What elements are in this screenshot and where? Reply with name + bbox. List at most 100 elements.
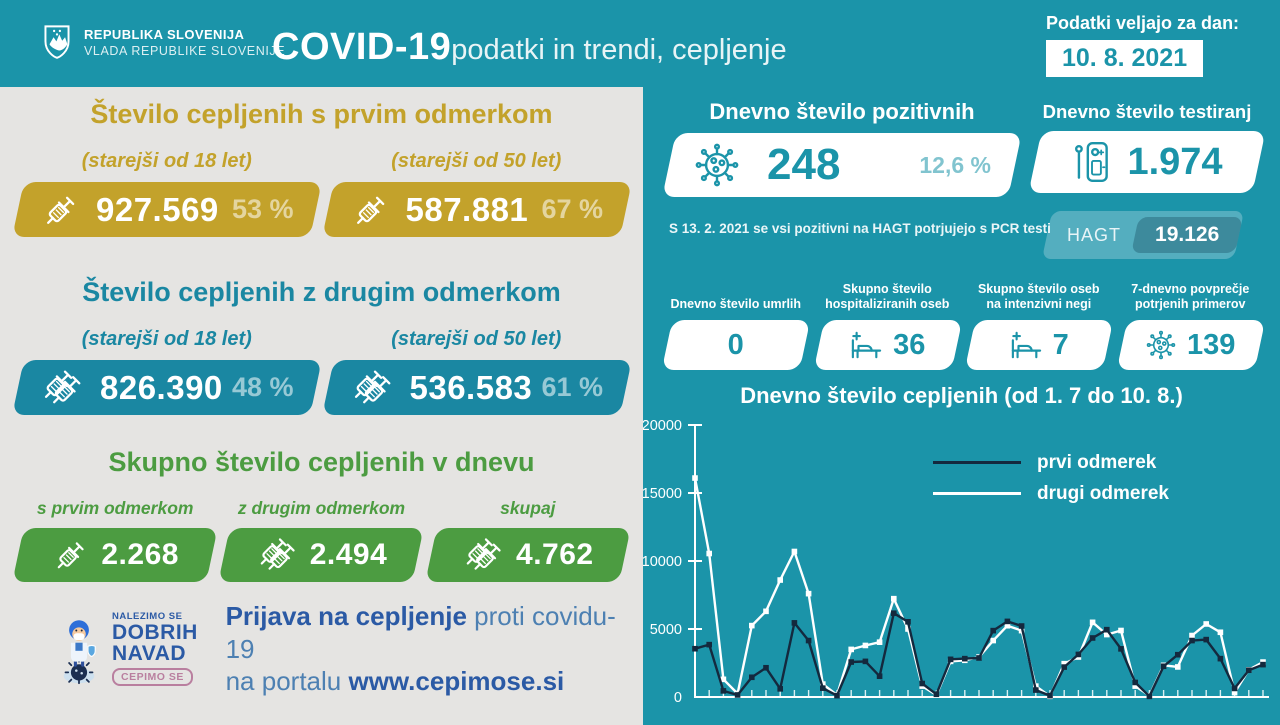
hagt-value-box: 19.126 xyxy=(1135,217,1239,253)
badge-line3: NAVAD xyxy=(112,642,187,666)
second-dose-50plus: (starejši od 50 let) 536.583 61 % xyxy=(328,328,626,415)
value: 536.583 xyxy=(409,368,533,406)
legend-label: prvi odmerek xyxy=(1037,451,1157,473)
group-label: (starejši od 18 let) xyxy=(81,328,252,350)
cta-rest: proti covidu-19 xyxy=(225,601,616,664)
cta-prefix: na portalu xyxy=(225,666,349,696)
svg-text:15000: 15000 xyxy=(643,486,682,502)
group-label: (starejši od 18 let) xyxy=(81,150,252,172)
stat-label: Dnevno število umrlih xyxy=(670,297,802,312)
stat-box-first-dose-50: 587.881 67 % xyxy=(328,182,626,237)
coat-of-arms-icon xyxy=(42,24,72,61)
tests-box: 1.974 xyxy=(1035,131,1259,193)
value: 587.881 xyxy=(405,190,529,228)
first-dose-row: (starejši od 18 let) 927.569 53 % (stare… xyxy=(0,150,643,237)
stat-value: 0 xyxy=(727,328,744,361)
stat-box: 7 xyxy=(970,320,1108,370)
mascot-illustration xyxy=(52,613,106,685)
daily-vaccinations-chart: 0 5000 10000 15000 20000 xyxy=(643,418,1269,706)
positives-box: 248 12,6 % xyxy=(669,133,1015,197)
legend-first-dose: prvi odmerek xyxy=(933,447,1169,478)
vaccination-cta: Prijava na cepljenje proti covidu-19 na … xyxy=(226,600,643,698)
daily-second-dose: z drugim odmerkom 2.494 xyxy=(224,498,418,582)
double-syringe-icon xyxy=(255,533,300,577)
tests-value: 1.974 xyxy=(1127,140,1223,183)
legend-label: drugi odmerek xyxy=(1037,482,1169,504)
gov-name: REPUBLIKA SLOVENIJA xyxy=(84,27,245,42)
svg-text:5000: 5000 xyxy=(650,622,682,638)
pcr-note: S 13. 2. 2021 se vsi pozitivni na HAGT p… xyxy=(669,221,1051,236)
svg-text:0: 0 xyxy=(674,690,682,706)
hospital-bed-icon xyxy=(849,330,883,360)
double-syringe-icon xyxy=(462,533,506,577)
stat-value: 7 xyxy=(1052,328,1069,361)
stat-box: 36 xyxy=(819,320,957,370)
daily-data-panel: Dnevno število pozitivnih 248 12,6 % Dne… xyxy=(643,87,1280,725)
date-value: 10. 8. 2021 xyxy=(1046,40,1204,77)
badge-line1: NALEZIMO SE xyxy=(112,611,183,623)
chart-title: Dnevno število cepljenih (od 1. 7 do 10.… xyxy=(740,383,1183,408)
daily-tests: Dnevno število testiranj 1.974 xyxy=(1035,101,1259,193)
first-dose-50plus: (starejši od 50 let) 587.881 67 % xyxy=(328,150,626,237)
svg-text:10000: 10000 xyxy=(643,554,682,570)
stat-box-daily-total: 4.762 xyxy=(431,528,625,582)
value: 2.268 xyxy=(101,538,179,571)
hagt-stat: HAGT 19.126 xyxy=(1047,211,1239,259)
badge-line2: DOBRIH xyxy=(112,621,198,645)
stat-box-daily-first: 2.268 xyxy=(18,528,212,582)
vaccination-panel: Število cepljenih s prvim odmerkom (star… xyxy=(0,87,643,725)
group-label: (starejši od 50 let) xyxy=(391,328,562,350)
group-label: (starejši od 50 let) xyxy=(391,150,562,172)
virus-icon xyxy=(693,141,741,189)
second-dose-title: Število cepljenih z drugim odmerkom xyxy=(82,277,561,307)
double-syringe-icon xyxy=(40,365,86,411)
cta-url-link[interactable]: www.cepimose.si xyxy=(348,666,565,696)
stat-hospitalized: Skupno število hospitaliziranih oseb 36 xyxy=(819,277,957,370)
legend-second-dose: drugi odmerek xyxy=(933,478,1169,509)
second-dose-18plus: (starejši od 18 let) 826.390 48 % xyxy=(18,328,316,415)
legend-line-dark xyxy=(933,461,1021,464)
stat-value: 36 xyxy=(893,328,926,361)
stat-label: 7-dnevno povprečje potrjenih primerov xyxy=(1131,281,1250,312)
percentage: 53 % xyxy=(231,194,294,224)
value: 826.390 xyxy=(100,368,223,406)
campaign-badge: NALEZIMO SE DOBRIH NAVAD CEPIMO SE xyxy=(112,611,210,687)
value: 4.762 xyxy=(516,538,594,571)
second-dose-row: (starejši od 18 let) 826.390 48 % (stare… xyxy=(0,328,643,415)
syringe-icon xyxy=(51,535,91,575)
legend-line-light xyxy=(933,492,1021,495)
page-title-bold: COVID-19 xyxy=(272,26,452,68)
government-logo: REPUBLIKA SLOVENIJA VLADA REPUBLIKE SLOV… xyxy=(42,24,285,61)
value: 927.569 xyxy=(96,190,219,228)
stat-box-second-dose-50: 536.583 61 % xyxy=(328,360,626,415)
summary-stats-row: Dnevno število umrlih 0 Skupno število h… xyxy=(667,277,1259,370)
syringe-icon xyxy=(40,189,82,231)
date-label: Podatki veljajo za dan: xyxy=(1046,13,1240,33)
data-date: Podatki veljajo za dan: 10. 8. 2021 xyxy=(1046,13,1239,77)
virus-icon xyxy=(1145,329,1177,361)
syringe-icon xyxy=(350,189,392,231)
svg-text:20000: 20000 xyxy=(643,418,682,434)
page-title-rest: podatki in trendi, cepljenje xyxy=(451,34,787,66)
stat-7day-average: 7-dnevno povprečje potrjenih primerov 13… xyxy=(1122,277,1260,370)
first-dose-title: Število cepljenih s prvim odmerkom xyxy=(90,99,553,129)
header: REPUBLIKA SLOVENIJA VLADA REPUBLIKE SLOV… xyxy=(0,0,1280,87)
positives-percentage: 12,6 % xyxy=(919,151,991,178)
stat-label: Skupno število oseb na intenzivni negi xyxy=(977,281,1100,312)
chart-legend: prvi odmerek drugi odmerek xyxy=(933,447,1169,509)
stat-box: 139 xyxy=(1122,320,1260,370)
gov-subname: VLADA REPUBLIKE SLOVENIJE xyxy=(84,44,286,58)
item-label: skupaj xyxy=(500,498,556,518)
percentage: 48 % xyxy=(231,372,294,402)
percentage: 61 % xyxy=(541,372,603,402)
percentage: 67 % xyxy=(541,194,603,224)
rapid-test-icon xyxy=(1071,139,1113,185)
double-syringe-icon xyxy=(349,365,396,411)
value: 2.494 xyxy=(309,538,388,571)
stat-box-daily-second: 2.494 xyxy=(224,528,418,582)
positives-title: Dnevno število pozitivnih xyxy=(709,99,975,124)
daily-first-dose: s prvim odmerkom 2.268 xyxy=(18,498,212,582)
item-label: s prvim odmerkom xyxy=(36,498,194,518)
tests-title: Dnevno število testiranj xyxy=(1042,101,1252,122)
